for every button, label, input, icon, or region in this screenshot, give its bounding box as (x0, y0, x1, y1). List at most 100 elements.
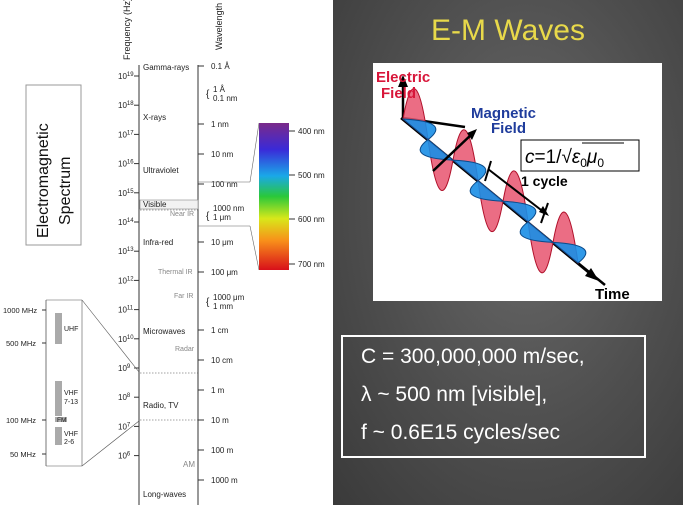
wl-01-angstrom: 0.1 Å (211, 62, 230, 71)
electric-field-label-1: Electric (376, 69, 430, 86)
electric-field-label-2: Field (381, 85, 416, 102)
band-infrared: Infra-red (143, 238, 173, 247)
freq-tick-label: 106 (118, 452, 131, 461)
visible-projection-bottom (249, 225, 260, 271)
vis-400nm: 400 nm (298, 127, 325, 136)
visible-spectrum-bar (259, 123, 289, 270)
formula-box (520, 139, 640, 172)
wl-10-cm: 10 cm (211, 356, 233, 365)
wl-01-nm: 0.1 nm (213, 94, 238, 103)
slide-panel: E-M Waves Electric Field Magn (333, 0, 683, 505)
wl-1-nm: 1 nm (211, 120, 229, 129)
wl-1-um: 1 μm (213, 213, 231, 222)
visible-projection-top (249, 122, 260, 183)
band-near-ir: Near IR (170, 211, 194, 218)
magnetic-wave-lobe (551, 241, 587, 264)
freq-tick-label: 1014 (118, 218, 134, 227)
vis-600nm: 600 nm (298, 215, 325, 224)
magnetic-wave-lobe (501, 200, 537, 223)
wave-svg: Electric Field Magnetic Field 1 cycle Ti… (376, 69, 640, 303)
magnetic-wave-lobe (519, 221, 555, 244)
wavelength-header: Wavelength (214, 3, 224, 50)
radio-100mhz: 100 MHz (6, 416, 36, 425)
wl-brace-2: { (206, 211, 210, 222)
band-gamma: Gamma-rays (143, 63, 189, 72)
band-fm: FM (57, 417, 66, 424)
freq-tick-label: 107 (118, 422, 131, 431)
freq-tick-label: 109 (118, 364, 131, 373)
wl-10-um: 10 μm (211, 238, 234, 247)
band-am: AM (183, 460, 195, 469)
band-vhf-high: VHF (64, 390, 78, 397)
band-vhf-low: VHF (64, 431, 78, 438)
wl-100-m: 100 m (211, 446, 234, 455)
vis-700nm: 700 nm (298, 260, 325, 269)
freq-tick-label: 1018 (118, 101, 134, 110)
spectrum-chart-panel: Electromagnetic Spectrum Frequency (Hz) … (0, 0, 333, 505)
band-radio-tv: Radio, TV (143, 401, 179, 410)
band-visible-label: Visible (143, 200, 167, 209)
wl-1000-nm: 1000 nm (213, 204, 244, 213)
band-vhf-low-channels: 2-6 (64, 439, 74, 446)
slide-title: E-M Waves (431, 14, 585, 47)
visible-labels: 400 nm 500 nm 600 nm 700 nm (289, 127, 325, 269)
radio-projection-top (81, 299, 140, 373)
band-microwaves: Microwaves (143, 327, 185, 336)
one-cycle-label: 1 cycle (521, 173, 568, 189)
band-vhf-high-channels: 7-13 (64, 399, 78, 406)
freq-tick-label: 1016 (118, 160, 134, 169)
band-far-ir: Far IR (174, 293, 193, 300)
radio-band-bars (55, 313, 67, 445)
wl-1-cm: 1 cm (211, 326, 229, 335)
vis-500nm: 500 nm (298, 171, 325, 180)
time-label: Time (595, 286, 630, 301)
radio-band-labels: UHF VHF 7-13 FM VHF 2-6 (57, 326, 78, 446)
wl-1-angstrom: 1 Å (213, 85, 226, 94)
freq-tick-label: 1011 (118, 306, 134, 315)
freq-tick-label: 1019 (118, 72, 134, 81)
info-wavelength: λ ~ 500 nm [visible], (361, 383, 548, 406)
formula: c=1/√ε0μ0 (525, 147, 604, 170)
em-wave-diagram: Electric Field Magnetic Field 1 cycle Ti… (373, 63, 662, 303)
freq-tick-label: 1012 (118, 276, 134, 285)
wl-brace-3: { (206, 297, 210, 308)
spectrum-title-line2: Spectrum (57, 157, 74, 225)
radio-1000mhz: 1000 MHz (3, 306, 37, 315)
spectrum-title-line1: Electromagnetic (35, 123, 52, 238)
radio-projection-bottom (81, 420, 140, 467)
spectrum-svg: Electromagnetic Spectrum Frequency (Hz) … (3, 0, 325, 505)
freq-tick-label: 1017 (118, 130, 134, 139)
spectrum-title-box (25, 84, 82, 246)
magnetic-wave-lobe (451, 159, 487, 182)
wl-100-um: 100 μm (211, 268, 238, 277)
band-radar: Radar (175, 346, 195, 353)
wl-10-m: 10 m (211, 416, 229, 425)
visible-band-box (139, 199, 199, 210)
wl-1000-um: 1000 μm (213, 293, 245, 302)
radio-freq-labels: 1000 MHz 500 MHz 100 MHz 50 MHz (3, 306, 46, 459)
frequency-ticks: 1019 1018 1017 1016 1015 1014 1013 1012 1011 1010… (118, 72, 139, 461)
band-longwaves: Long-waves (143, 490, 186, 499)
frequency-header: Frequency (Hz) (122, 0, 132, 60)
info-box: C = 300,000,000 m/sec, λ ~ 500 nm [visib… (341, 335, 646, 458)
wl-1000-m: 1000 m (211, 476, 238, 485)
magnetic-field-label-1: Magnetic (471, 105, 536, 122)
wl-brace-1: { (206, 89, 210, 100)
band-labels: Gamma-rays X-rays Ultraviolet Visible Ne… (143, 63, 195, 499)
info-frequency: f ~ 0.6E15 cycles/sec (361, 421, 561, 444)
wavelength-labels: 0.1 Å { 1 Å 0.1 nm 1 nm 10 nm 100 nm { 1… (198, 62, 245, 485)
freq-tick-label: 1010 (118, 335, 134, 344)
band-thermal-ir: Thermal IR (158, 269, 193, 276)
radio-50mhz: 50 MHz (10, 450, 36, 459)
radio-500mhz: 500 MHz (6, 339, 36, 348)
freq-tick-label: 1015 (118, 189, 134, 198)
magnetic-field-label-2: Field (491, 120, 526, 137)
info-speed: C = 300,000,000 m/sec, (361, 345, 585, 368)
freq-tick-label: 1013 (118, 247, 134, 256)
wl-1-mm: 1 mm (213, 302, 233, 311)
band-xrays: X-rays (143, 113, 166, 122)
band-uhf: UHF (64, 326, 78, 333)
band-ultraviolet: Ultraviolet (143, 166, 179, 175)
wl-10-nm: 10 nm (211, 150, 234, 159)
wl-1-m: 1 m (211, 386, 225, 395)
